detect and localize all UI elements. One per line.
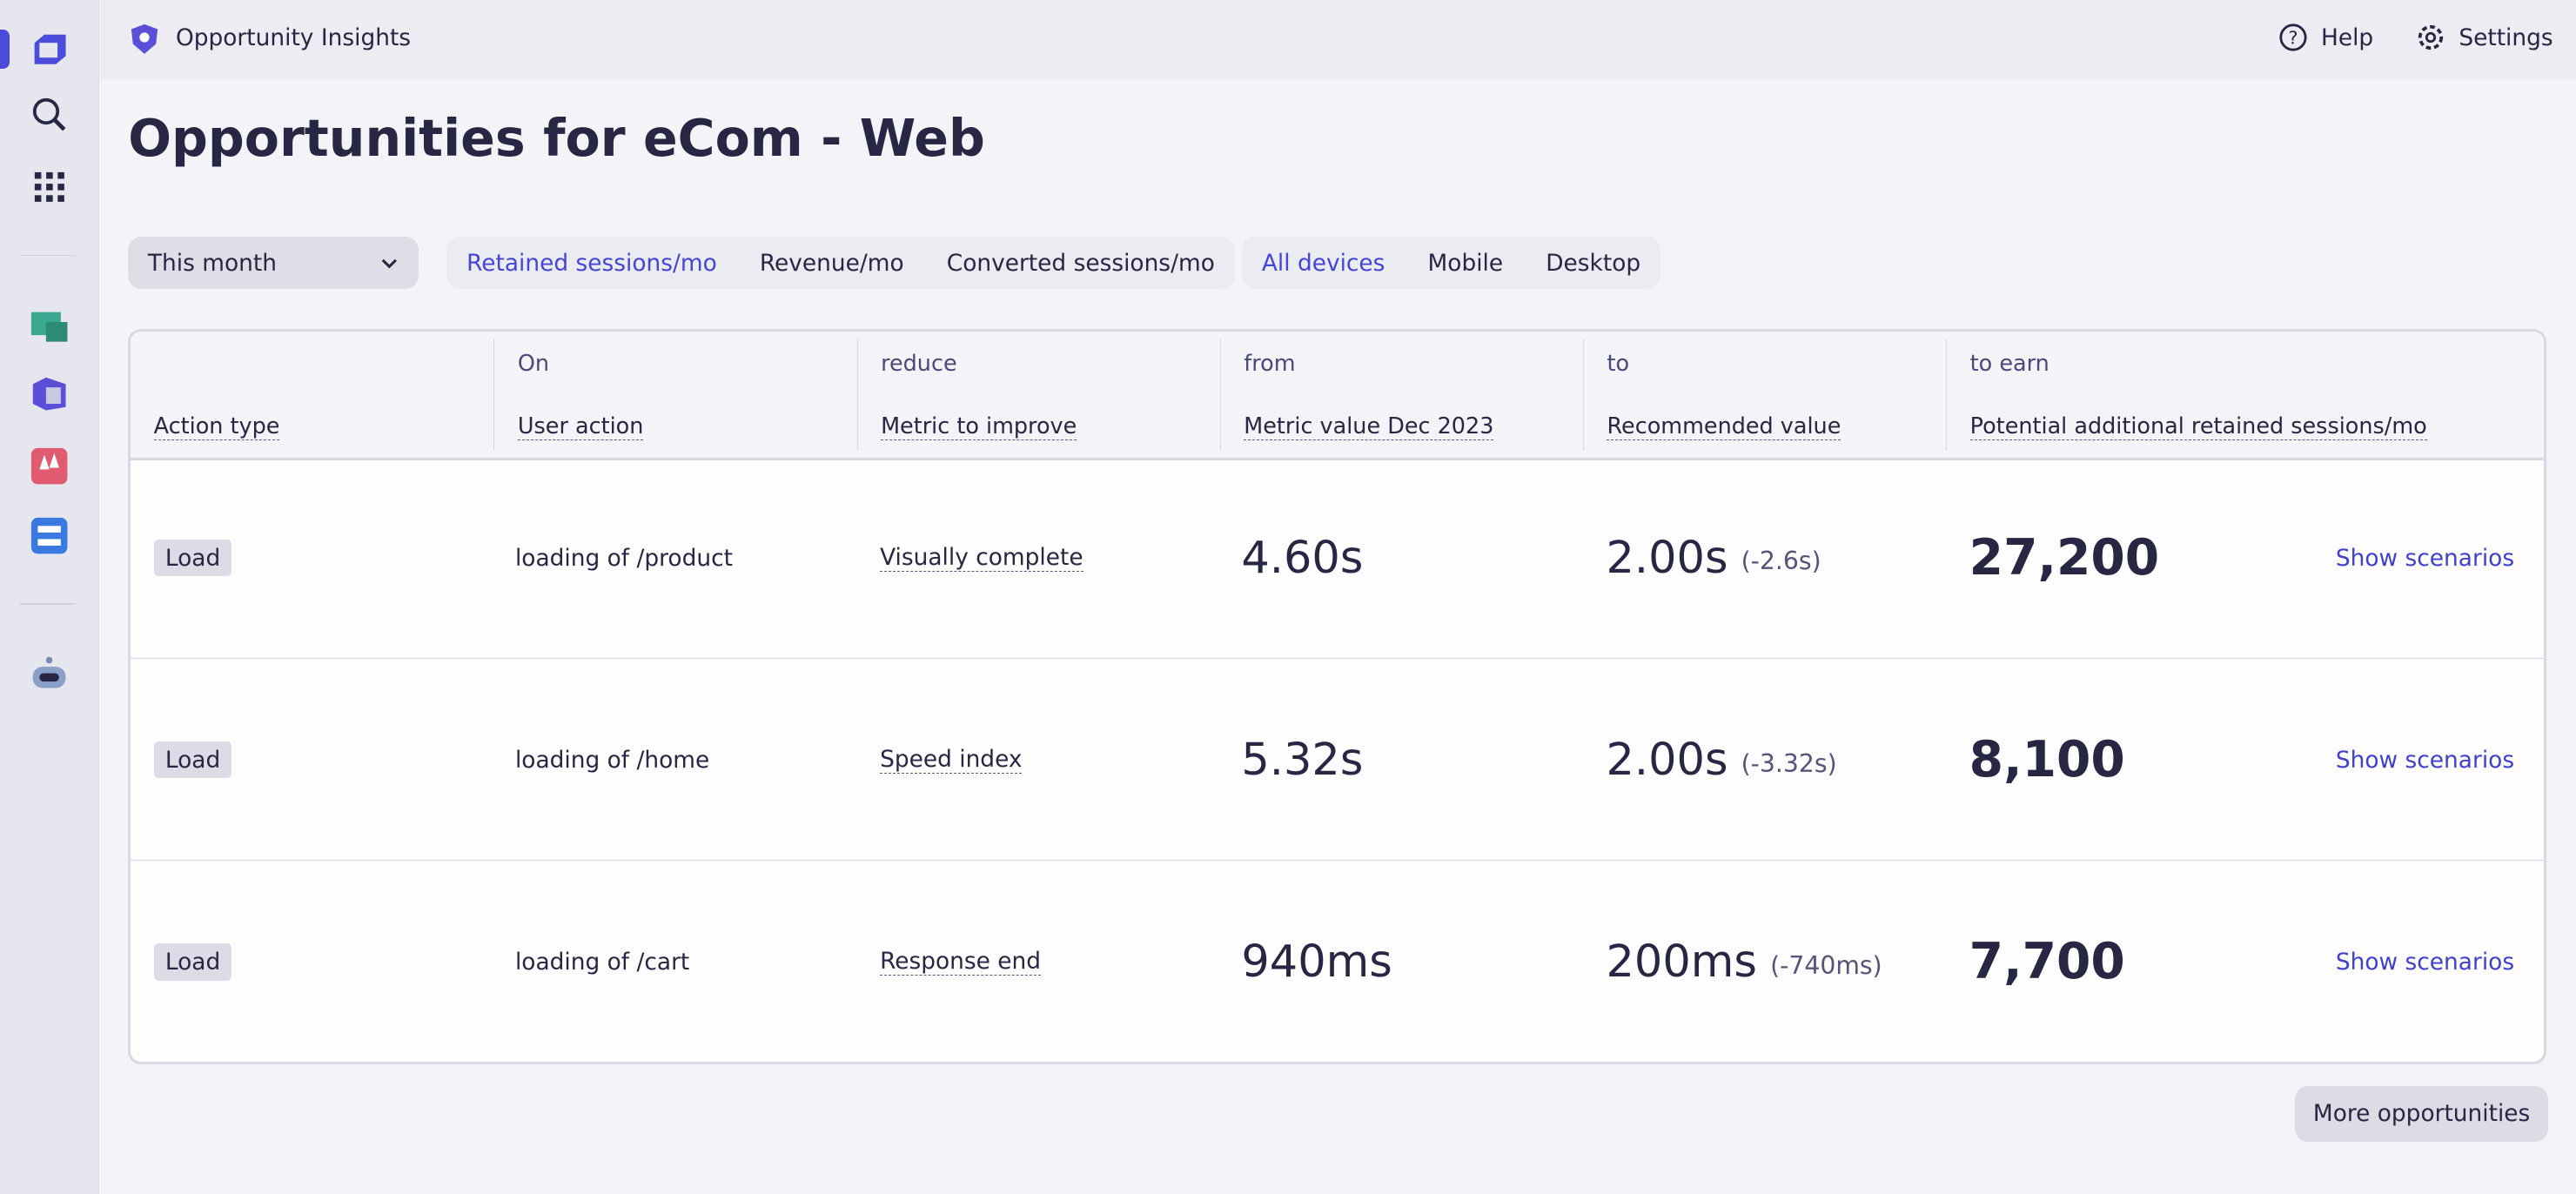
- timeframe-select[interactable]: This month: [128, 236, 419, 290]
- sidebar: [0, 0, 100, 1194]
- app-shield-logo-icon: [130, 23, 159, 63]
- top-bar: Opportunity Insights ? Help Settings: [100, 0, 2576, 79]
- action-type-badge: Load: [153, 539, 232, 577]
- metric-option-retained[interactable]: Retained sessions/mo: [466, 249, 717, 277]
- timeframe-value: This month: [147, 249, 277, 277]
- user-action: loading of /product: [514, 544, 733, 572]
- show-scenarios-link[interactable]: Show scenarios: [2335, 746, 2515, 774]
- device-option-mobile[interactable]: Mobile: [1427, 249, 1504, 277]
- table-header: Action type On User action reduce Metric t…: [131, 331, 2545, 460]
- launch-app-icon[interactable]: [26, 444, 72, 490]
- recommended-value: 2.00s: [1606, 532, 1728, 584]
- dashboards-app-icon[interactable]: [26, 302, 72, 348]
- delta-value: (-2.6s): [1741, 547, 1821, 576]
- metric-from-value: 940ms: [1241, 936, 1392, 988]
- column-prefix: to: [1607, 351, 1630, 378]
- device-option-all[interactable]: All devices: [1261, 249, 1385, 277]
- metric-option-revenue[interactable]: Revenue/mo: [759, 249, 904, 277]
- divider: [19, 602, 76, 605]
- app-name: Opportunity Insights: [175, 24, 412, 52]
- apps-grid-icon[interactable]: [26, 164, 72, 211]
- search-icon[interactable]: [26, 92, 72, 138]
- potential-earn-value: 27,200: [1969, 529, 2160, 587]
- column-header-from[interactable]: from Metric value Dec 2023: [1219, 339, 1582, 452]
- metric-from-value: 5.32s: [1241, 734, 1364, 786]
- recommended-value: 2.00s: [1606, 734, 1728, 786]
- column-prefix: from: [1244, 351, 1296, 378]
- delta-value: (-740ms): [1770, 950, 1882, 980]
- active-indicator: [0, 29, 10, 70]
- recommended-value: 200ms: [1606, 936, 1757, 988]
- potential-earn-value: 7,700: [1969, 933, 2125, 991]
- help-button[interactable]: ? Help: [2278, 23, 2373, 52]
- column-prefix: On: [517, 351, 550, 378]
- svg-text:?: ?: [2288, 28, 2298, 49]
- assistant-bot-icon[interactable]: [26, 651, 72, 697]
- column-header-action-type[interactable]: Action type: [131, 332, 492, 458]
- potential-earn-value: 8,100: [1969, 731, 2125, 789]
- column-label: Metric to improve: [881, 413, 1077, 440]
- metric-name[interactable]: Speed index: [880, 746, 1023, 775]
- metric-toggle: Retained sessions/mo Revenue/mo Converte…: [446, 236, 1235, 290]
- settings-label: Settings: [2459, 23, 2553, 51]
- metric-option-converted[interactable]: Converted sessions/mo: [946, 249, 1215, 277]
- opportunities-table: Action type On User action reduce Metric t…: [128, 328, 2547, 1065]
- column-prefix: reduce: [881, 351, 957, 378]
- device-option-desktop[interactable]: Desktop: [1546, 249, 1641, 277]
- workflows-app-icon[interactable]: [26, 513, 72, 559]
- chevron-down-icon: [379, 250, 399, 277]
- page-title: Opportunities for eCom - Web: [128, 108, 985, 168]
- device-toggle: All devices Mobile Desktop: [1242, 236, 1660, 290]
- home-cube-icon[interactable]: [26, 26, 72, 72]
- column-label: Potential additional retained sessions/m…: [1969, 413, 2427, 440]
- column-label: Recommended value: [1607, 413, 1841, 440]
- action-type-badge: Load: [153, 741, 232, 779]
- table-row: Load loading of /product Visually complete…: [131, 458, 2545, 660]
- column-header-earn[interactable]: to earn Potential additional retained ses…: [1946, 339, 2539, 452]
- column-label: Metric value Dec 2023: [1244, 413, 1494, 440]
- infrastructure-app-icon[interactable]: [26, 372, 72, 418]
- column-header-metric[interactable]: reduce Metric to improve: [856, 339, 1219, 452]
- column-prefix: to earn: [1969, 351, 2049, 378]
- user-action: loading of /cart: [514, 948, 690, 976]
- gear-icon: [2418, 25, 2444, 50]
- help-icon: ?: [2279, 23, 2307, 51]
- show-scenarios-link[interactable]: Show scenarios: [2335, 948, 2515, 976]
- more-opportunities-button[interactable]: More opportunities: [2295, 1085, 2548, 1142]
- help-label: Help: [2320, 23, 2374, 51]
- metric-from-value: 4.60s: [1241, 532, 1364, 584]
- column-label: Action type: [153, 413, 280, 440]
- show-scenarios-link[interactable]: Show scenarios: [2335, 544, 2515, 572]
- settings-button[interactable]: Settings: [2416, 23, 2553, 52]
- column-label: User action: [517, 413, 644, 440]
- action-type-badge: Load: [153, 943, 232, 981]
- delta-value: (-3.32s): [1741, 748, 1837, 778]
- user-action: loading of /home: [514, 746, 710, 774]
- divider: [19, 254, 76, 257]
- table-row: Load loading of /home Speed index 5.32s 2.00…: [131, 660, 2545, 862]
- column-header-user-action[interactable]: On User action: [493, 339, 855, 452]
- table-row: Load loading of /cart Response end 940ms 200…: [131, 862, 2544, 1062]
- column-header-to[interactable]: to Recommended value: [1583, 339, 1945, 452]
- metric-name[interactable]: Visually complete: [880, 544, 1083, 573]
- metric-name[interactable]: Response end: [880, 948, 1042, 976]
